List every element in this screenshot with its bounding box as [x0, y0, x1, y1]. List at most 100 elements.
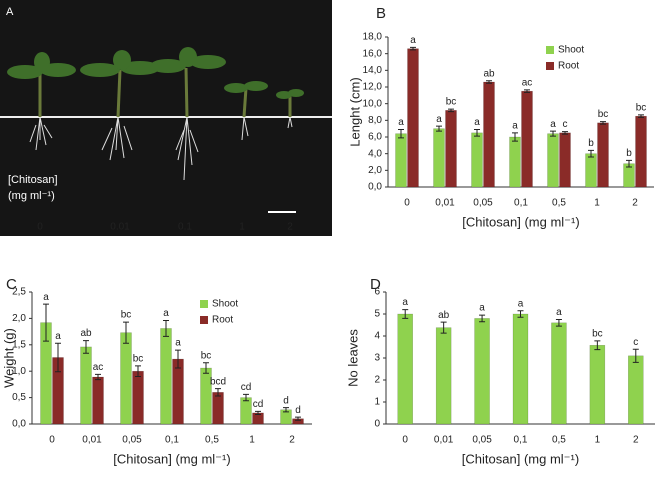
panel-label: D [370, 276, 381, 293]
bar [512, 313, 529, 425]
error-bar [83, 340, 89, 354]
stems [38, 67, 292, 118]
significance-letter: a [479, 303, 485, 314]
dose-label: 1 [239, 222, 245, 233]
significance-letter: ab [80, 328, 92, 339]
significance-letter: c [563, 119, 568, 130]
significance-letter: a [550, 119, 556, 130]
y-tick-label: 6 [374, 287, 380, 298]
y-tick-label: 2,5 [12, 287, 26, 298]
error-bar [410, 46, 416, 51]
y-tick-label: 2,0 [368, 165, 382, 176]
leaves [7, 47, 304, 99]
significance-letter: c [633, 337, 638, 348]
y-tick-label: 0,0 [368, 182, 382, 193]
y-tick-label: 1 [374, 397, 380, 408]
bar [445, 110, 457, 188]
bar [521, 90, 533, 188]
significance-letter: a [410, 35, 416, 46]
error-bar [626, 159, 632, 168]
bar [172, 358, 184, 425]
bar [589, 344, 606, 425]
error-bar [474, 129, 480, 137]
y-tick-label: 8,0 [368, 115, 382, 126]
error-bar [594, 340, 601, 351]
y-tick-label: 5 [374, 309, 380, 320]
legend-label: Shoot [558, 45, 584, 56]
panel-label: A [6, 6, 14, 18]
bar [635, 115, 647, 188]
bar [474, 318, 490, 425]
y-axis-title: Lenght (cm) [347, 77, 362, 146]
roots [29, 116, 293, 181]
dose-label: 2 [287, 222, 293, 233]
x-tick-label: 0,01 [435, 198, 455, 209]
error-bar [43, 303, 49, 342]
y-tick-label: 4,0 [368, 148, 382, 159]
x-tick-label: 0,01 [82, 435, 102, 446]
legend-label: Root [558, 61, 579, 72]
error-bar [135, 365, 141, 377]
error-bar [243, 393, 249, 402]
bar [597, 122, 609, 188]
x-tick-label: 0,5 [552, 435, 566, 446]
significance-letter: bc [121, 310, 132, 321]
bar [551, 322, 567, 425]
bar [509, 136, 521, 188]
legend-swatch [200, 300, 208, 308]
significance-letter: a [398, 117, 404, 128]
error-bar [295, 416, 301, 421]
x-tick-label: 0,05 [473, 198, 493, 209]
significance-letter: bc [201, 350, 212, 361]
bar [435, 327, 452, 425]
x-tick-label: 2 [632, 198, 638, 209]
significance-letter: ab [438, 310, 450, 321]
bar [120, 332, 132, 425]
x-axis-title: [Chitosan] (mg ml⁻¹) [462, 451, 579, 466]
error-bar [163, 320, 169, 337]
x-tick-label: 0,1 [514, 435, 528, 446]
bar [92, 376, 104, 425]
y-tick-label: 18,0 [363, 32, 383, 43]
x-tick-label: 0,5 [552, 198, 566, 209]
bar [132, 370, 144, 425]
error-bar [215, 388, 221, 397]
x-axis-title: [Chitosan] (mg ml⁻¹) [462, 214, 579, 229]
significance-letter: a [474, 117, 480, 128]
y-tick-label: 3 [374, 353, 380, 364]
significance-letter: cd [253, 399, 264, 410]
significance-letter: a [402, 297, 408, 308]
panel-label: C [6, 276, 17, 293]
significance-letter: bcd [210, 376, 226, 387]
significance-letter: a [518, 298, 524, 309]
significance-letter: a [55, 331, 61, 342]
bar [547, 133, 559, 188]
x-tick-label: 0,5 [205, 435, 219, 446]
bar [585, 153, 597, 188]
error-bar [600, 121, 606, 125]
significance-letter: bc [598, 109, 609, 120]
y-tick-label: 2 [374, 375, 380, 386]
y-tick-label: 4 [374, 331, 380, 342]
y-axis-title: No leaves [345, 329, 360, 387]
error-bar [175, 349, 181, 369]
error-bar [255, 410, 261, 415]
dose-label: 0.1 [178, 222, 192, 233]
y-tick-label: 12,0 [363, 82, 383, 93]
y-tick-label: 14,0 [363, 65, 383, 76]
x-tick-label: 2 [633, 435, 639, 446]
error-bar [512, 132, 518, 142]
error-bar [95, 373, 101, 381]
y-tick-label: 1,5 [12, 339, 26, 350]
x-tick-label: 1 [249, 435, 255, 446]
error-bar [638, 114, 644, 118]
error-bar [486, 80, 492, 84]
error-bar [123, 321, 129, 344]
significance-letter: a [556, 307, 562, 318]
significance-letter: a [512, 120, 518, 131]
legend-text: [Chitosan] [8, 174, 58, 186]
bar [628, 355, 644, 425]
significance-letter: a [163, 308, 169, 319]
significance-letter: d [283, 395, 289, 406]
y-tick-label: 2,0 [12, 313, 26, 324]
